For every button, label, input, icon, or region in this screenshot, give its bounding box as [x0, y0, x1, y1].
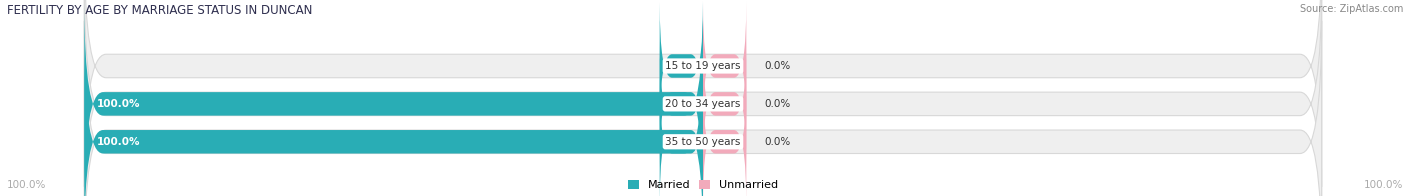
FancyBboxPatch shape — [84, 0, 1322, 187]
Text: 0.0%: 0.0% — [668, 61, 693, 71]
FancyBboxPatch shape — [703, 2, 747, 130]
FancyBboxPatch shape — [703, 78, 747, 196]
FancyBboxPatch shape — [84, 21, 1322, 196]
Text: 15 to 19 years: 15 to 19 years — [665, 61, 741, 71]
FancyBboxPatch shape — [84, 0, 1322, 196]
Text: 100.0%: 100.0% — [1364, 180, 1403, 190]
Text: 0.0%: 0.0% — [765, 137, 792, 147]
Text: 100.0%: 100.0% — [7, 180, 46, 190]
Text: 20 to 34 years: 20 to 34 years — [665, 99, 741, 109]
Legend: Married, Unmarried: Married, Unmarried — [627, 180, 779, 191]
Text: 100.0%: 100.0% — [97, 137, 141, 147]
Text: FERTILITY BY AGE BY MARRIAGE STATUS IN DUNCAN: FERTILITY BY AGE BY MARRIAGE STATUS IN D… — [7, 4, 312, 17]
Text: 0.0%: 0.0% — [765, 99, 792, 109]
FancyBboxPatch shape — [659, 78, 703, 196]
FancyBboxPatch shape — [84, 2, 703, 196]
FancyBboxPatch shape — [659, 40, 703, 168]
FancyBboxPatch shape — [703, 40, 747, 168]
FancyBboxPatch shape — [659, 2, 703, 130]
Text: 35 to 50 years: 35 to 50 years — [665, 137, 741, 147]
Text: Source: ZipAtlas.com: Source: ZipAtlas.com — [1299, 4, 1403, 14]
FancyBboxPatch shape — [84, 40, 703, 196]
Text: 100.0%: 100.0% — [97, 99, 141, 109]
Text: 0.0%: 0.0% — [765, 61, 792, 71]
